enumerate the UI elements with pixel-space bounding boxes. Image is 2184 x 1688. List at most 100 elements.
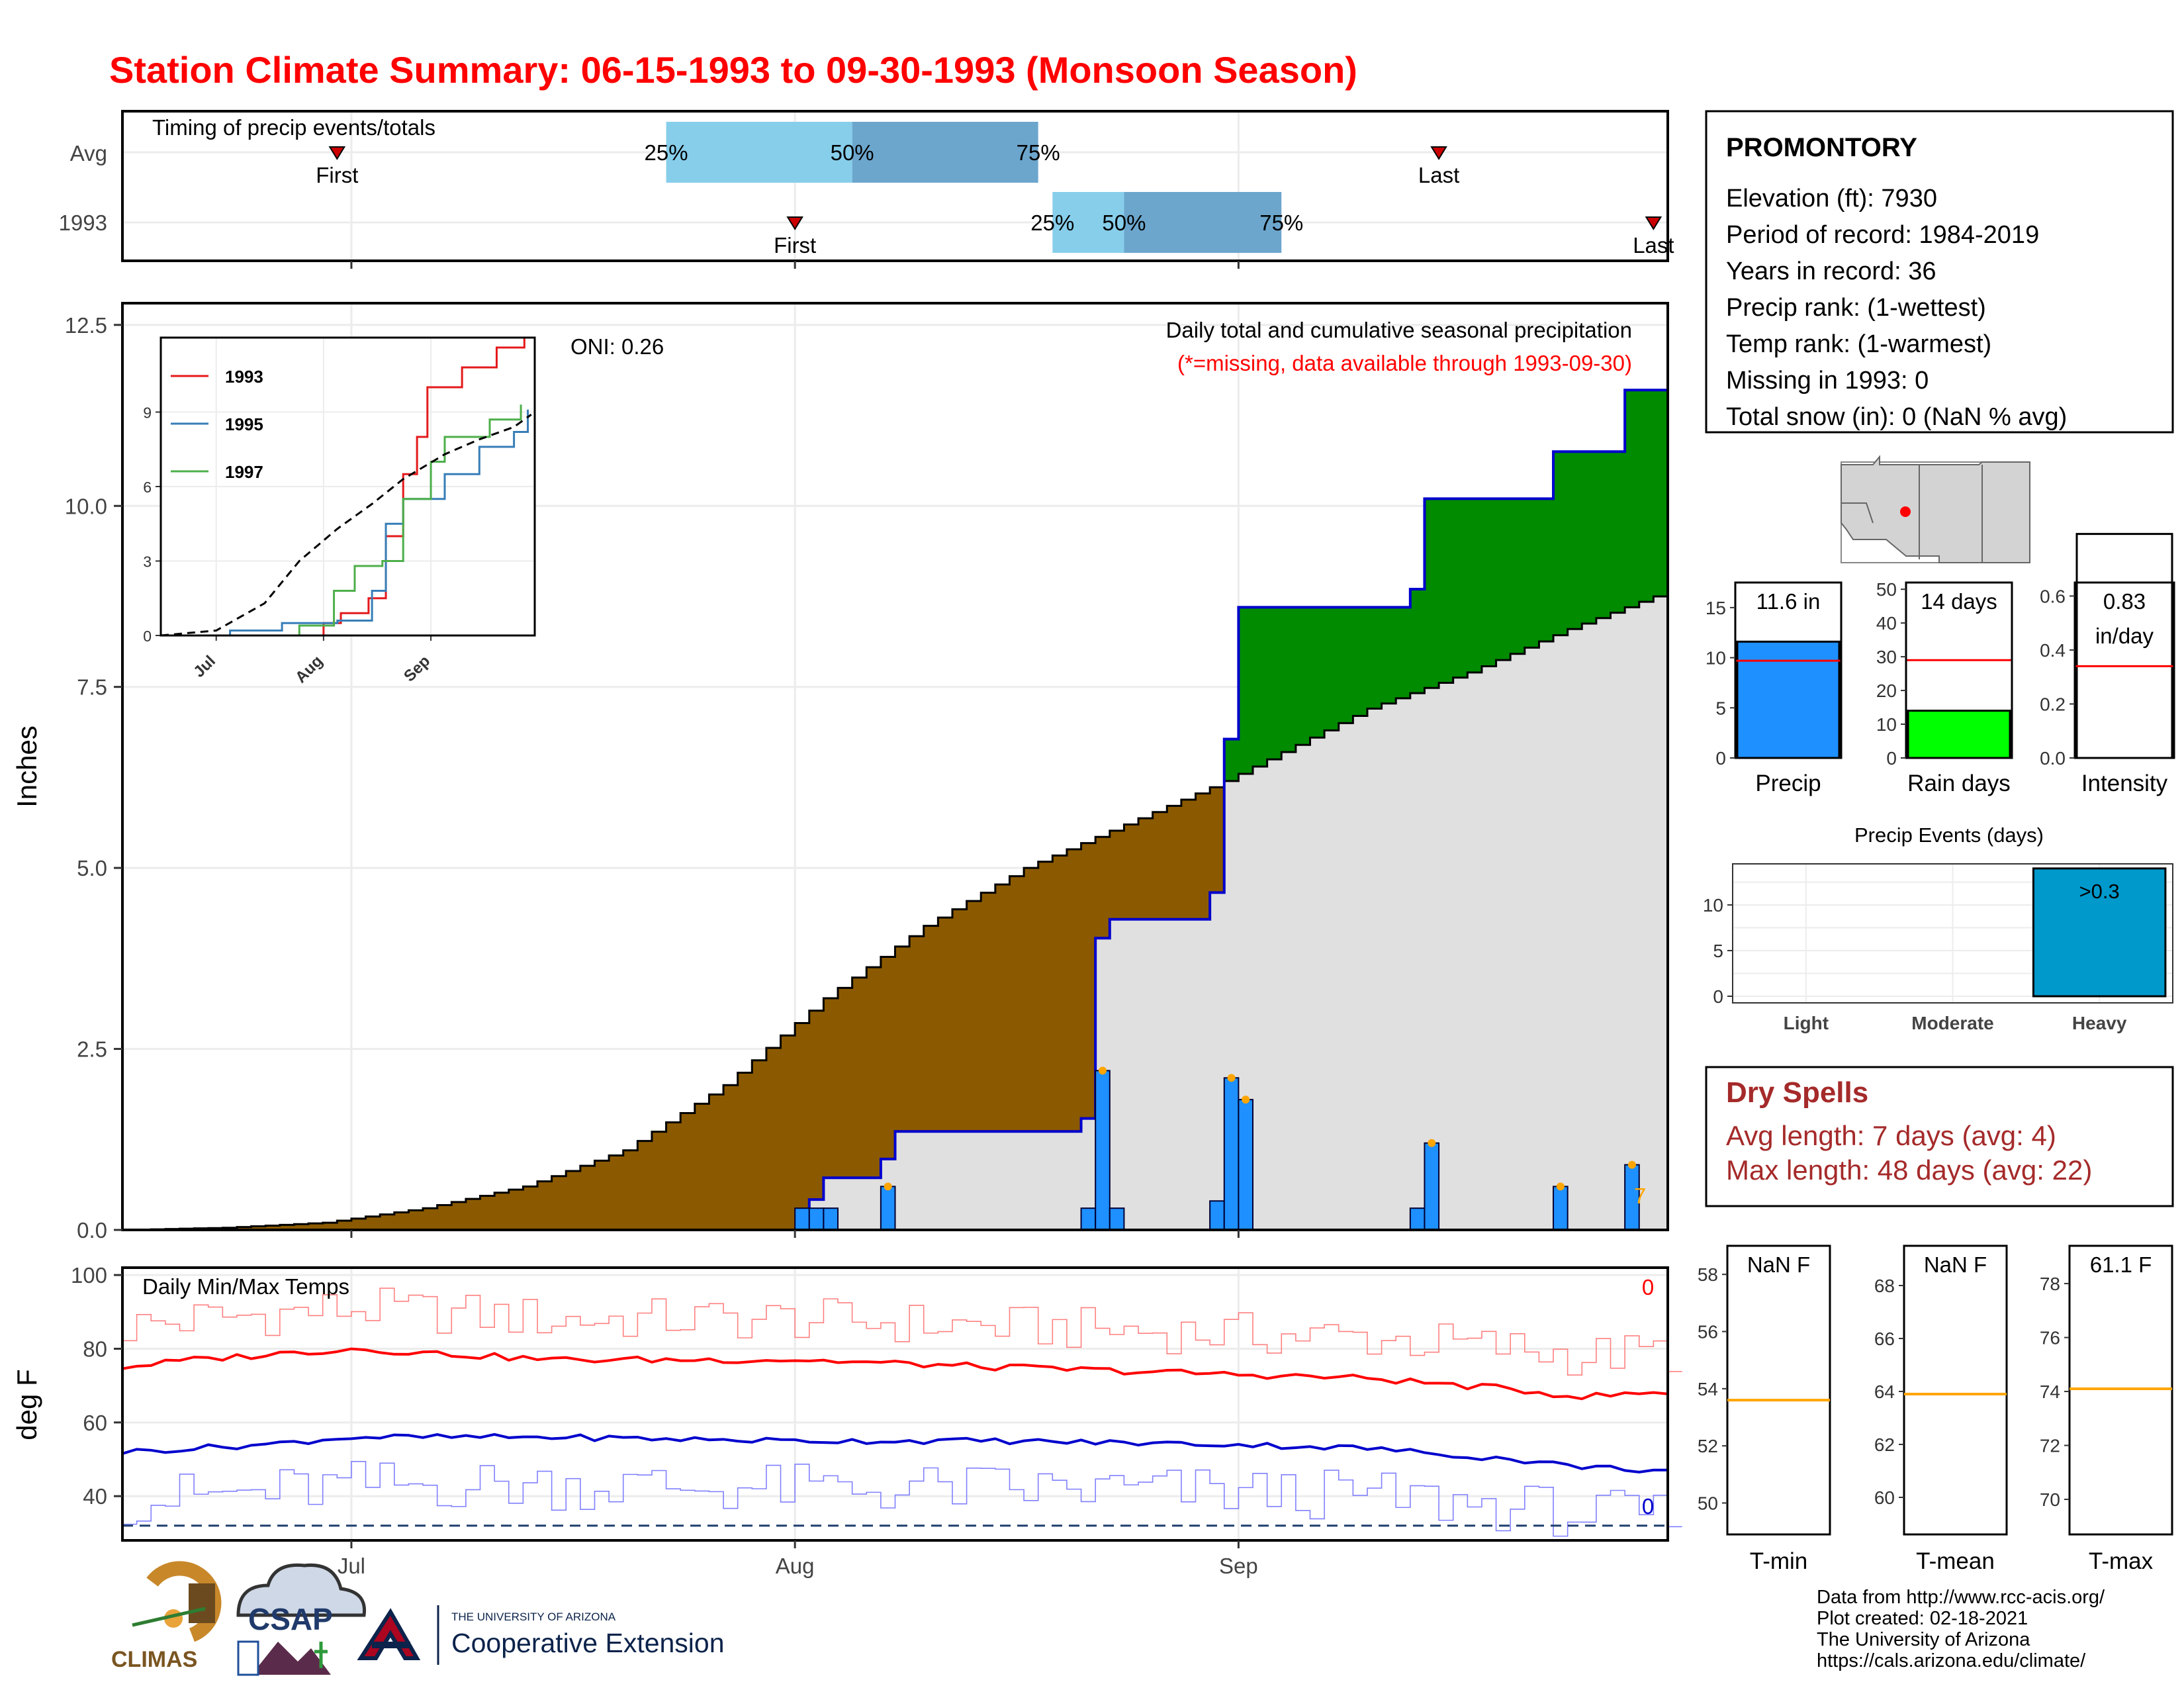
mini-panel-border: [1905, 581, 2013, 759]
timing-row-avg: Avg: [70, 141, 107, 165]
daily-precip-bar: [1080, 1207, 1097, 1231]
daily-precip-point: [1242, 1096, 1250, 1104]
mini-value-label: 14 days: [1921, 589, 1997, 614]
mini-panel-label: Intensity: [2081, 771, 2168, 796]
average-cumulative-line: [122, 595, 1668, 1231]
temp-y-tick-label: 76: [2040, 1328, 2060, 1348]
footer-line-1: Data from http://www.rcc-acis.org/: [1817, 1587, 2105, 1608]
mini-y-tick-label: 0.0: [2040, 748, 2066, 769]
mini-y-tick-label: 0: [1715, 748, 1726, 769]
station-info-line: Period of record: 1984-2019: [1726, 221, 2039, 249]
main-y-tick-label: 0.0: [77, 1218, 107, 1243]
daily-precip-point: [1627, 1160, 1636, 1169]
missing-note: (*=missing, data available through 1993-…: [1177, 351, 1632, 375]
timing-first-label: First: [774, 233, 816, 258]
timing-last-marker: [1430, 146, 1447, 160]
footer-line-2: Plot created: 02-18-2021: [1817, 1608, 2028, 1629]
dry-spells-box: Dry Spells Avg length: 7 days (avg: 4) M…: [1705, 1066, 2174, 1207]
dry-avg-line: Avg length: 7 days (avg: 4): [1726, 1120, 2056, 1151]
temp-y-tick-label: 60: [1874, 1487, 1895, 1508]
timing-first-marker: [328, 146, 346, 160]
station-name: PROMONTORY: [1726, 133, 1917, 162]
inset-line-1997: [264, 404, 522, 637]
daily-precip-bar: [823, 1207, 839, 1231]
daily-precip-bar: [1238, 1099, 1254, 1231]
timing-first-label: First: [316, 163, 358, 187]
daily-precip-point: [1556, 1182, 1565, 1191]
timing-label: Timing of precip events/totals: [152, 115, 435, 140]
station-info-line: Elevation (ft): 7930: [1726, 185, 1937, 212]
temp-y-tick-label: 50: [1698, 1493, 1718, 1514]
events-y-tick-label: 10: [1703, 895, 1723, 915]
mini-value-bar: [1907, 710, 2011, 759]
inset-line-1995: [161, 409, 529, 637]
footer-line-4: https://cals.arizona.edu/climate/: [1817, 1650, 2086, 1671]
temp-panel-tmean: 60 62 64 66 68 NaN F T-mean: [1874, 1244, 2008, 1574]
ua-big-text: Cooperative Extension: [451, 1628, 725, 1658]
inset-legend-label: 1993: [225, 367, 263, 387]
station-info-line: Temp rank: (1-warmest): [1726, 330, 1991, 358]
mini-y-tick-label: 0.2: [2040, 694, 2066, 714]
surplus-area: [1224, 390, 1668, 781]
temp-panel-frame: [1726, 1244, 1831, 1536]
mini-y-tick-label: 5: [1715, 698, 1726, 718]
temps-panel: 40 60 80 100 Jul Aug Sep Daily Min/Max Temps 0…: [11, 1263, 1682, 1578]
temp-panel-tmax: 70 72 74 76 78 61.1 F T-max: [2040, 1244, 2173, 1574]
mini-y-tick-label: 15: [1706, 598, 1726, 618]
temp-y-tick-label: 72: [2040, 1436, 2060, 1456]
mini-y-tick-label: 50: [1876, 579, 1897, 600]
events-bar-heavy: [2032, 867, 2167, 998]
temps-x-tick-label: Aug: [776, 1554, 815, 1578]
temp-y-tick-label: 52: [1698, 1436, 1718, 1456]
mini-panels: 0 5 10 15 11.6 in Precip 0 10 20 30 40 50 14 days Rai…: [1706, 533, 2175, 796]
main-y-tick-label: 10.0: [65, 494, 107, 518]
temps-y-tick-label: 100: [71, 1263, 107, 1288]
mini-y-tick-label: 10: [1876, 714, 1897, 735]
deficit-area: [136, 787, 1224, 1230]
daily-precip-point: [1098, 1066, 1107, 1075]
main-y-tick-label: 5.0: [77, 856, 107, 880]
mini-panel-label: Rain days: [1907, 771, 2011, 796]
station-info-line: Total snow (in): 0 (NaN % avg): [1726, 403, 2067, 431]
daily-precip-bar: [794, 1207, 810, 1231]
daily-precip-bar: [1095, 1070, 1111, 1231]
mini-y-tick-label: 40: [1876, 613, 1897, 633]
mini-value-label: in/day: [2095, 624, 2154, 648]
location-map: [1841, 455, 2030, 563]
mini-y-tick-label: 20: [1876, 680, 1897, 701]
events-title: Precip Events (days): [1854, 823, 2044, 847]
temp-y-tick-label: 74: [2040, 1382, 2060, 1402]
events-heavy-label: >0.3: [2079, 880, 2120, 903]
avg-max-temp-line: [122, 1347, 1668, 1401]
temp-panel-tmin: 50 52 54 56 58 NaN F T-min: [1698, 1244, 1831, 1574]
inset-legend-label: 1995: [225, 414, 263, 434]
daily-max-temp-line: [122, 1288, 1682, 1376]
events-x-label: Moderate: [1911, 1013, 1993, 1033]
temp-panel-frame: [2068, 1244, 2173, 1536]
mini-panel-border: [2073, 581, 2175, 759]
daily-precip-bar: [1223, 1077, 1240, 1231]
daily-min-temp-line: [122, 1461, 1682, 1537]
timing-first-marker: [786, 216, 803, 230]
temps-x-tick-label: Jul: [338, 1554, 365, 1578]
csap-text: CSAP: [248, 1602, 333, 1636]
temp-panel-label: T-mean: [1916, 1548, 1995, 1574]
daily-precip-bar: [808, 1207, 825, 1231]
temp-panel-label: T-min: [1750, 1548, 1808, 1574]
precip-events-panel: Precip Events (days) Light Moderate Heavy >…: [1703, 823, 2173, 1033]
daily-precip-bar: [1109, 1207, 1125, 1231]
main-subtitle: Daily total and cumulative seasonal prec…: [1166, 318, 1632, 342]
csap-logo: CSAP: [236, 1563, 367, 1676]
temp-value-label: 61.1 F: [2090, 1252, 2152, 1277]
temp-y-tick-label: 66: [1874, 1329, 1895, 1349]
mini-value-label: 0.83: [2103, 589, 2146, 614]
daily-precip-bar: [1409, 1207, 1426, 1231]
mini-panel-label: Precip: [1755, 771, 1821, 796]
daily-precip-point: [884, 1182, 892, 1191]
temp-value-label: NaN F: [1924, 1252, 1987, 1277]
temps-y-tick-label: 40: [83, 1484, 107, 1509]
events-x-label: Light: [1784, 1013, 1829, 1033]
inset-y-tick-label: 0: [143, 628, 152, 645]
